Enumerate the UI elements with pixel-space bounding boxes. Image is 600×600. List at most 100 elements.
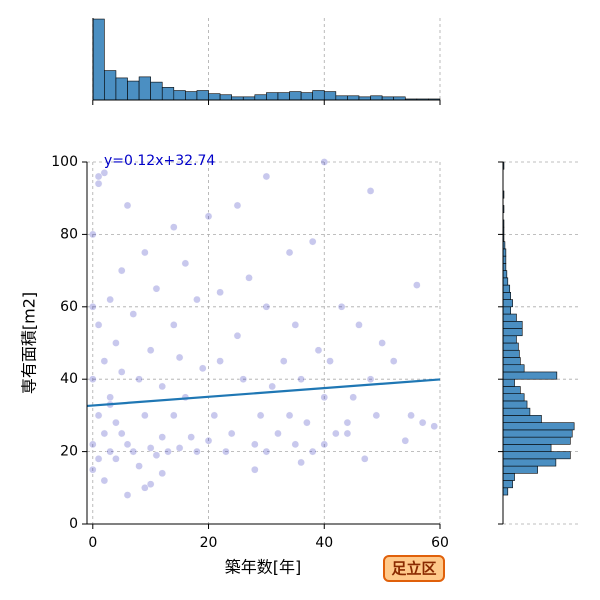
point (204, 436, 213, 445)
point (233, 201, 242, 210)
point (88, 230, 97, 239)
point (285, 411, 294, 420)
point (123, 491, 132, 499)
point (222, 447, 230, 456)
badge-box (383, 555, 445, 582)
point (337, 302, 346, 311)
point (94, 411, 103, 420)
hist-bar (92, 18, 105, 101)
hist-bar (502, 393, 525, 402)
hist-bar (185, 91, 198, 101)
hist-bar (370, 95, 383, 101)
hist-bar (323, 91, 337, 101)
hist-bar (335, 95, 348, 101)
point (343, 418, 352, 427)
point (94, 172, 103, 181)
hist-bar (502, 487, 509, 496)
hist-bar (502, 407, 531, 416)
point (193, 295, 201, 304)
point (117, 429, 126, 438)
point (430, 422, 439, 431)
y-tick-label: 80 (60, 226, 78, 242)
point (360, 454, 369, 463)
point (175, 353, 184, 362)
point (146, 346, 155, 355)
point (100, 429, 109, 438)
point (308, 447, 317, 456)
point (112, 418, 120, 427)
point (169, 411, 178, 420)
point (308, 237, 317, 246)
point (418, 418, 427, 427)
point (94, 321, 103, 329)
point (372, 411, 381, 420)
point (129, 310, 138, 318)
point (343, 429, 352, 438)
point (129, 447, 138, 456)
point (106, 447, 114, 456)
point (100, 476, 109, 485)
hist-bar (347, 95, 360, 101)
point (117, 266, 126, 275)
hist-bar (502, 364, 525, 373)
point (413, 281, 421, 289)
point (401, 436, 410, 445)
point (181, 259, 190, 268)
point (123, 201, 132, 210)
point (123, 440, 132, 449)
hist-bar (502, 306, 511, 315)
point (216, 288, 224, 297)
x-tick-label: 0 (88, 535, 97, 551)
hist-bar (502, 386, 521, 394)
hist-bar (219, 94, 232, 101)
hist-bar (196, 90, 209, 101)
point (146, 480, 155, 489)
point (355, 321, 363, 329)
hist-bar (502, 465, 538, 474)
point (141, 411, 149, 420)
point (366, 187, 375, 195)
hist-bar (502, 270, 508, 279)
point (88, 375, 97, 384)
point (366, 375, 375, 384)
hist-bar (502, 284, 511, 293)
point (158, 433, 167, 441)
point (262, 172, 271, 181)
hist-bar (502, 299, 513, 308)
regression-annotation: y=0.12x+32.74 (104, 153, 215, 169)
point (320, 393, 329, 402)
point (314, 346, 323, 355)
point (227, 429, 236, 438)
point (210, 411, 219, 420)
y-tick-label: 40 (60, 371, 78, 387)
point (112, 339, 120, 347)
hist-bar (254, 94, 267, 101)
point (320, 158, 329, 166)
point (88, 465, 97, 474)
point (135, 375, 143, 384)
y-tick-label: 20 (60, 444, 78, 460)
point (326, 357, 334, 365)
point (88, 440, 97, 449)
point (256, 411, 265, 420)
point (112, 454, 120, 463)
y-tick-label: 60 (60, 299, 78, 315)
hist-bar (502, 451, 571, 460)
point (250, 440, 259, 449)
trend-line (86, 378, 441, 408)
badge: 足立区 (391, 560, 436, 578)
point (233, 331, 242, 340)
point (279, 357, 288, 365)
point (187, 433, 196, 441)
hist-bar (502, 349, 520, 358)
point (117, 368, 126, 376)
y-axis-label: 専有面積[m2] (20, 292, 39, 394)
hist-bar (502, 444, 552, 452)
point (268, 382, 277, 391)
hist-bar (502, 292, 511, 300)
hist-bar (502, 378, 515, 387)
hist-bar (208, 93, 221, 101)
hist-bar (502, 400, 528, 409)
point (198, 364, 207, 373)
